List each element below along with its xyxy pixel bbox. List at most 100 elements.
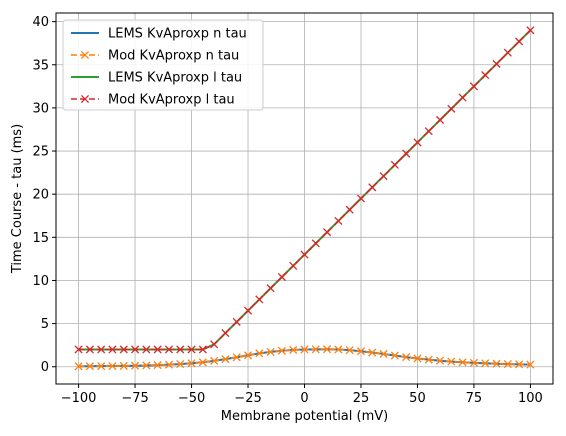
data-point	[390, 351, 399, 360]
y-tick-label: 10	[32, 274, 49, 289]
data-point	[402, 149, 411, 158]
legend-entry: LEMS KvAproxp n tau	[71, 27, 247, 42]
ticks: −100 −75 −50 −25 0 25 50 75 100 0 5 10 15 20 25 30 35 40	[32, 15, 542, 406]
y-tick-label: 0	[41, 360, 49, 375]
legend-entry: Mod KvAproxp l tau	[71, 93, 235, 108]
data-point	[85, 362, 94, 371]
data-point	[198, 345, 207, 354]
y-tick-label: 30	[32, 101, 49, 116]
data-point	[435, 356, 445, 365]
data-point	[289, 261, 298, 270]
legend-label: Mod KvAproxp l tau	[108, 93, 235, 108]
y-tick-label: 15	[32, 231, 49, 246]
data-point	[368, 348, 377, 357]
data-point	[503, 48, 512, 57]
data-point	[469, 82, 478, 91]
legend-label: Mod KvAproxp n tau	[108, 49, 239, 64]
data-point	[277, 346, 286, 355]
x-tick-label: −25	[234, 391, 261, 406]
data-point	[108, 345, 117, 354]
data-point	[492, 59, 501, 68]
x-tick-label: 75	[466, 391, 483, 406]
data-point	[74, 345, 83, 354]
y-tick-label: 20	[32, 188, 49, 203]
data-point	[334, 216, 343, 225]
data-point	[447, 104, 456, 113]
legend-label: LEMS KvAproxp l tau	[108, 71, 242, 86]
data-point	[97, 362, 106, 371]
data-point	[447, 357, 456, 366]
data-point	[142, 361, 151, 370]
x-tick-label: 0	[300, 391, 308, 406]
data-point	[187, 345, 196, 354]
data-point	[515, 37, 524, 46]
data-point	[300, 250, 309, 259]
data-point	[97, 345, 106, 354]
data-point	[323, 228, 332, 237]
data-point	[176, 345, 185, 354]
data-point	[424, 127, 433, 136]
legend-label: LEMS KvAproxp n tau	[108, 27, 247, 42]
data-point	[131, 345, 140, 354]
data-point	[153, 345, 162, 354]
data-point	[210, 356, 219, 365]
data-point	[481, 359, 490, 368]
x-tick-label: −100	[61, 391, 97, 406]
data-point	[458, 358, 467, 367]
data-point	[232, 353, 241, 362]
legend-marker	[80, 94, 90, 104]
legend: LEMS KvAproxp n tau Mod KvAproxp n tau LEM…	[62, 19, 264, 111]
data-point	[221, 329, 230, 338]
legend-entry: LEMS KvAproxp l tau	[71, 71, 242, 86]
legend-box	[62, 19, 264, 111]
data-point	[164, 345, 174, 354]
data-point	[85, 345, 94, 354]
data-point	[413, 138, 422, 147]
data-point	[424, 355, 433, 364]
data-point	[187, 359, 196, 368]
data-point	[243, 351, 253, 360]
y-axis-label: Time Course - tau (ms)	[10, 124, 25, 274]
data-point	[176, 360, 185, 369]
y-tick-label: 35	[32, 58, 49, 73]
data-point	[266, 284, 275, 293]
data-point	[515, 360, 524, 369]
data-point	[108, 361, 117, 371]
data-point	[74, 362, 83, 371]
data-point	[413, 354, 422, 363]
x-tick-label: 25	[353, 391, 370, 406]
data-point	[356, 194, 366, 203]
data-point	[356, 347, 366, 356]
data-point	[221, 355, 230, 364]
x-tick-label: 50	[409, 391, 426, 406]
data-point	[210, 340, 219, 349]
data-point	[289, 345, 298, 354]
data-point	[526, 360, 535, 369]
data-point	[232, 317, 241, 326]
data-point	[323, 345, 332, 354]
y-tick-label: 40	[32, 15, 49, 30]
data-point	[131, 361, 140, 370]
data-point	[255, 349, 264, 358]
legend-entry: Mod KvAproxp n tau	[71, 49, 239, 64]
series-2	[74, 345, 535, 371]
data-point	[119, 345, 128, 354]
data-point	[402, 353, 411, 362]
data-point	[334, 345, 343, 354]
data-point	[119, 361, 128, 370]
data-point	[311, 239, 320, 248]
data-point	[142, 345, 151, 354]
x-axis-label: Membrane potential (mV)	[221, 409, 388, 424]
legend-marker	[80, 50, 90, 60]
data-point	[481, 71, 490, 80]
x-tick-label: −75	[121, 391, 148, 406]
data-point	[492, 359, 501, 368]
plot-series	[74, 26, 535, 371]
data-point	[345, 346, 354, 355]
data-point	[198, 358, 207, 367]
data-point	[379, 349, 388, 359]
data-point	[435, 115, 445, 125]
data-point	[300, 345, 309, 354]
y-tick-label: 5	[41, 317, 49, 332]
